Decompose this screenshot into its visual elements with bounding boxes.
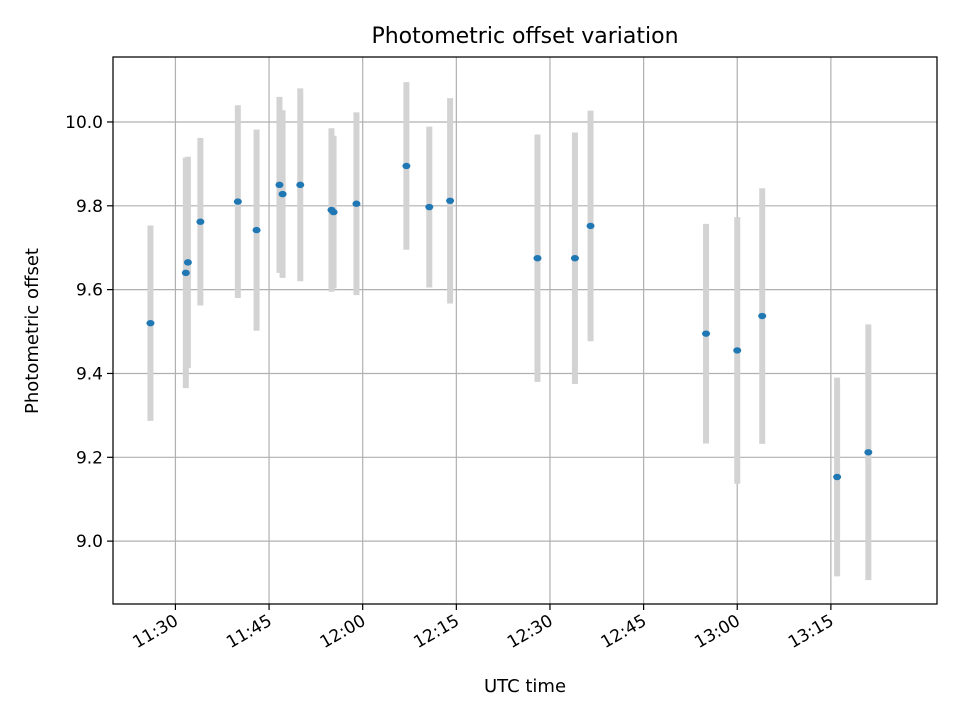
y-tick-label: 9.8	[76, 197, 103, 217]
data-point	[181, 269, 190, 277]
y-tick-label: 9.4	[76, 364, 103, 384]
data-point	[329, 208, 338, 216]
plot-frame	[112, 56, 938, 605]
y-tick-label: 10.0	[65, 113, 103, 133]
data-point	[278, 190, 287, 198]
data-points	[146, 162, 873, 481]
data-point	[352, 200, 361, 207]
data-point	[733, 347, 742, 354]
data-point	[758, 312, 767, 320]
grid	[113, 57, 937, 604]
y-tick-label: 9.0	[76, 532, 103, 552]
data-point	[425, 203, 434, 211]
data-point	[233, 198, 242, 205]
y-axis-label: Photometric offset	[22, 248, 43, 414]
y-axis-ticks: 9.0 9.2 9.4 9.6 9.8 10.0	[65, 113, 113, 552]
y-tick-label: 9.2	[76, 448, 103, 468]
y-tick-label: 9.6	[76, 281, 103, 301]
data-point	[252, 226, 261, 234]
data-point	[146, 319, 155, 327]
data-point	[196, 218, 205, 225]
data-point	[402, 162, 411, 170]
x-axis-label: UTC time	[484, 676, 566, 697]
data-point	[833, 473, 842, 481]
data-point	[183, 259, 192, 266]
data-point	[446, 197, 455, 204]
data-point	[864, 449, 873, 456]
data-point	[702, 330, 711, 337]
data-point	[586, 222, 595, 230]
data-point	[570, 254, 579, 262]
data-point	[296, 181, 305, 189]
data-point	[533, 254, 542, 262]
data-point	[275, 181, 284, 189]
chart-title: Photometric offset variation	[371, 24, 678, 49]
